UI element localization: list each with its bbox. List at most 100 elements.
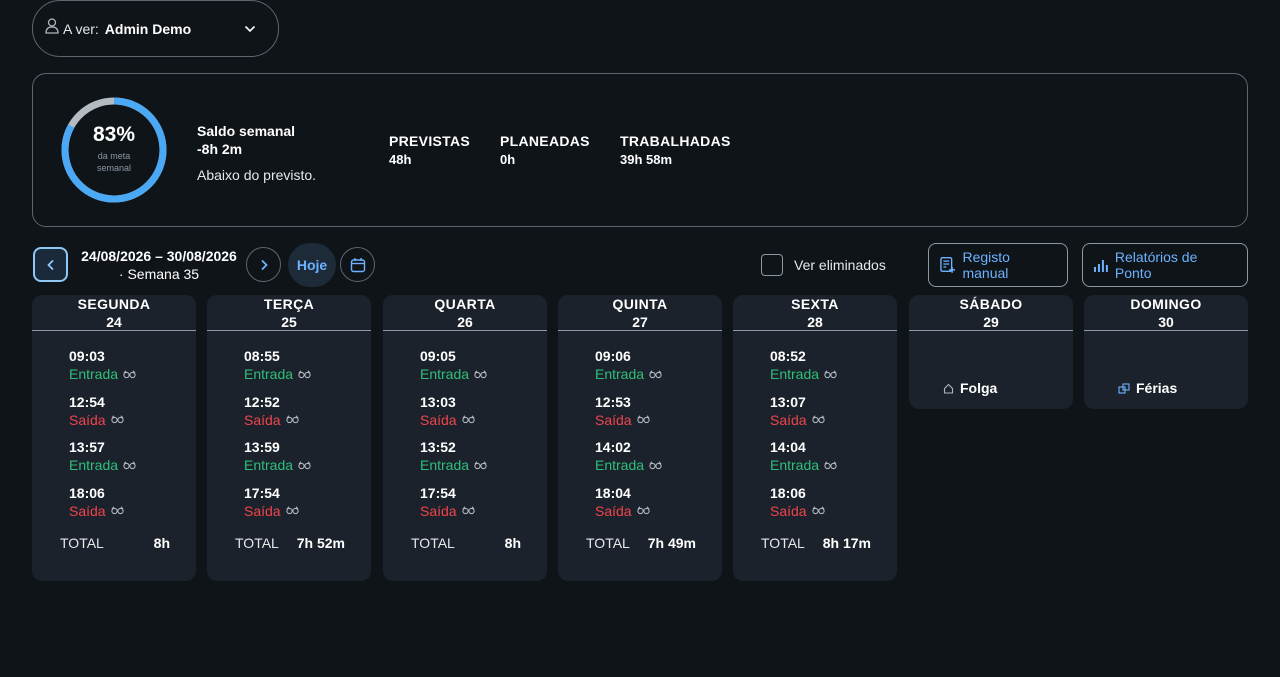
punch-entry[interactable]: 13:03 Saída [420,393,547,439]
viewer-label: A ver: [63,20,99,37]
show-deleted-checkbox[interactable] [761,254,783,276]
punch-time: 17:54 [244,484,280,501]
punch-entry[interactable]: 12:54 Saída [69,393,196,439]
viewer-value: Admin Demo [104,20,192,37]
chevron-down-icon [244,25,256,33]
punch-type: Saída [420,502,547,520]
stat-previstas: PREVISTAS 48h [389,132,470,170]
punch-entry[interactable]: 12:53 Saída [595,393,722,439]
day-name: TERÇA [263,296,315,312]
day-name: DOMINGO [1130,296,1202,312]
date-range: 24/08/2026 – 30/08/2026 [81,248,237,264]
punch-type: Entrada [69,456,196,474]
weekly-summary-card: 83% da meta semanal Saldo semanal -8h 2m… [32,73,1248,227]
link-icon [474,460,487,469]
punch-entry[interactable]: 12:52 Saída [244,393,371,439]
punch-entry[interactable]: 14:02 Entrada [595,438,722,484]
punch-list: 09:05 Entrada 13:03 Saída 13:52 Entrada 17:54 S… [383,331,547,529]
punch-entry[interactable]: 18:06 Saída [770,484,897,530]
previous-week-button[interactable] [33,247,68,282]
punch-type-label: Entrada [770,457,820,473]
day-off-label: Férias [1136,380,1178,396]
punch-entry[interactable]: 13:07 Saída [770,393,897,439]
punch-type-label: Saída [244,502,281,519]
total-label: TOTAL [411,535,455,551]
link-icon [285,506,299,515]
punch-type-label: Saída [770,411,807,428]
punch-type: Saída [770,502,897,520]
punch-time: 17:54 [420,484,456,501]
stat-label: TRABALHADAS [620,133,731,149]
punch-time: 09:05 [420,348,456,364]
total-label: TOTAL [586,535,630,551]
punch-entry[interactable]: 08:55 Entrada [244,347,371,393]
stat-label: PLANEADAS [500,133,590,149]
punch-type: Entrada [420,456,547,474]
punch-type: Saída [244,411,371,429]
today-button[interactable]: Hoje [288,243,336,287]
stat-planeadas: PLANEADAS 0h [500,132,590,170]
punch-entry[interactable]: 18:04 Saída [595,484,722,530]
total-value: 7h 49m [647,535,696,551]
punch-entry[interactable]: 09:06 Entrada [595,347,722,393]
punch-list: 09:03 Entrada 12:54 Saída 13:57 Entrada 18:06 S… [32,331,196,529]
week-number: · Semana 35 [118,266,200,282]
punch-time: 12:54 [69,393,105,410]
punch-type-label: Entrada [244,457,294,473]
punch-type-label: Entrada [420,366,470,382]
day-off-status: Folga [909,331,1073,407]
day-card: DOMINGO 30 Férias [1084,295,1248,409]
day-card: SÁBADO 29 Folga [909,295,1073,409]
next-week-button[interactable] [246,247,281,282]
punch-entry[interactable]: 13:57 Entrada [69,438,196,484]
weekly-goal-ring: 83% da meta semanal [60,96,168,204]
goal-caption: da meta semanal [96,151,132,173]
punch-entry[interactable]: 09:05 Entrada [420,347,547,393]
stat-trabalhadas: TRABALHADAS 39h 58m [620,132,731,170]
punch-type: Saída [770,411,897,429]
link-icon [811,415,825,424]
manual-entry-button[interactable]: Registo manual [928,243,1068,287]
punch-time: 12:52 [244,393,280,410]
punch-type-label: Saída [244,411,281,428]
day-header: SEGUNDA 24 [32,295,196,331]
punch-time: 18:06 [69,484,105,501]
punch-type-label: Entrada [69,366,119,382]
balance-description: Abaixo do previsto. [197,167,317,183]
punch-type-label: Saída [69,502,106,519]
day-total: TOTAL 7h 52m [235,535,345,551]
punch-entry[interactable]: 17:54 Saída [244,484,371,530]
day-name: SEXTA [791,296,839,312]
week-range: 24/08/2026 – 30/08/2026 · Semana 35 [79,247,239,283]
total-label: TOTAL [761,535,805,551]
punch-entry[interactable]: 17:54 Saída [420,484,547,530]
day-card: QUINTA 27 09:06 Entrada 12:53 Saída 14:02 Entra… [558,295,722,581]
punch-type-label: Entrada [770,366,820,382]
punch-type-label: Entrada [69,457,119,473]
link-icon [461,506,475,515]
link-icon [285,415,299,424]
punch-type-label: Saída [69,411,106,428]
day-name: SEGUNDA [77,296,151,312]
punch-type: Saída [69,411,196,429]
punch-time: 13:07 [770,393,806,410]
chevron-left-icon [46,259,54,270]
total-value: 7h 52m [296,535,345,551]
show-deleted-label[interactable]: Ver eliminados [794,257,886,273]
punch-type: Entrada [770,456,897,474]
punch-entry[interactable]: 13:52 Entrada [420,438,547,484]
reports-label: Relatórios de Ponto [1114,249,1198,281]
punch-entry[interactable]: 13:59 Entrada [244,438,371,484]
day-total: TOTAL 7h 49m [586,535,696,551]
day-header: QUARTA 26 [383,295,547,331]
day-header: SEXTA 28 [733,295,897,331]
viewer-select[interactable]: A ver: Admin Demo [32,0,279,57]
punch-entry[interactable]: 14:04 Entrada [770,438,897,484]
reports-button[interactable]: Relatórios de Ponto [1082,243,1248,287]
calendar-button[interactable] [340,247,375,282]
punch-entry[interactable]: 08:52 Entrada [770,347,897,393]
day-name: QUINTA [612,296,668,312]
punch-entry[interactable]: 18:06 Saída [69,484,196,530]
punch-entry[interactable]: 09:03 Entrada [69,347,196,393]
total-value: 8h 17m [822,535,871,551]
